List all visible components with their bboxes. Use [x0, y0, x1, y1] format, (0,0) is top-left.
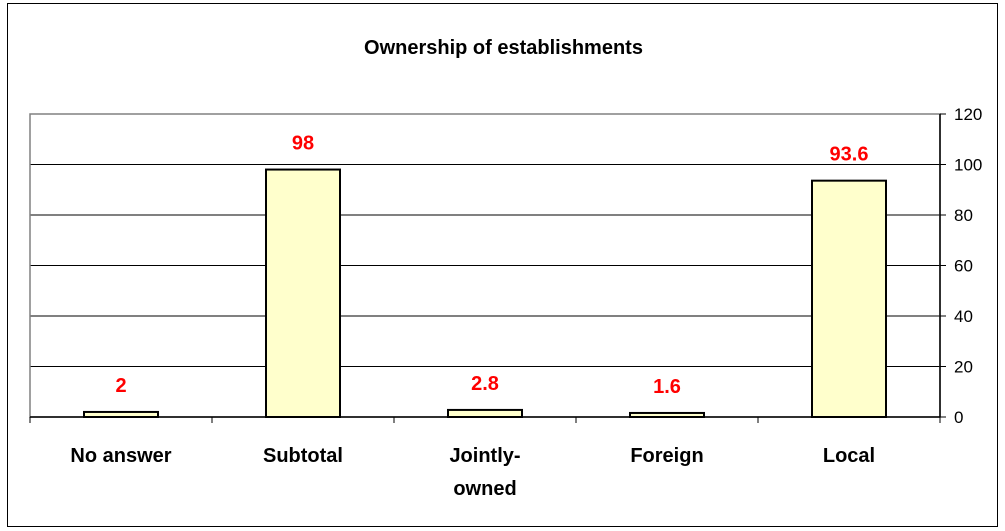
y-tick-label: 20 — [954, 358, 973, 377]
data-label: 2 — [115, 375, 126, 397]
data-label: 98 — [292, 133, 314, 155]
category-label: No answer — [70, 445, 171, 467]
y-tick-label: 60 — [954, 257, 973, 276]
data-label: 1.6 — [653, 376, 681, 398]
chart-frame: Ownership of establishments 0 20 40 60 80 100… — [7, 3, 998, 527]
bar — [811, 179, 887, 418]
category-label: Subtotal — [263, 445, 343, 467]
y-tick-label: 80 — [954, 206, 973, 225]
category-label: Jointly- — [449, 445, 520, 467]
y-tick-label: 120 — [954, 105, 982, 124]
y-tick-label: 0 — [954, 408, 963, 427]
bar — [265, 168, 341, 418]
y-tick-label: 100 — [954, 156, 982, 175]
bar — [447, 408, 523, 418]
bar — [83, 410, 159, 419]
chart-title: Ownership of establishments — [364, 37, 643, 59]
chart-plot: 0 20 40 60 80 100 120 2 No answer 98 Subtotal 2.8 Jo… — [29, 105, 982, 500]
y-tick-label: 40 — [954, 307, 973, 326]
bar — [629, 411, 705, 418]
category-label: Foreign — [630, 445, 703, 467]
category-label: owned — [453, 478, 516, 500]
data-label: 2.8 — [471, 373, 499, 395]
category-label: Local — [823, 445, 875, 467]
data-label: 93.6 — [830, 144, 869, 166]
